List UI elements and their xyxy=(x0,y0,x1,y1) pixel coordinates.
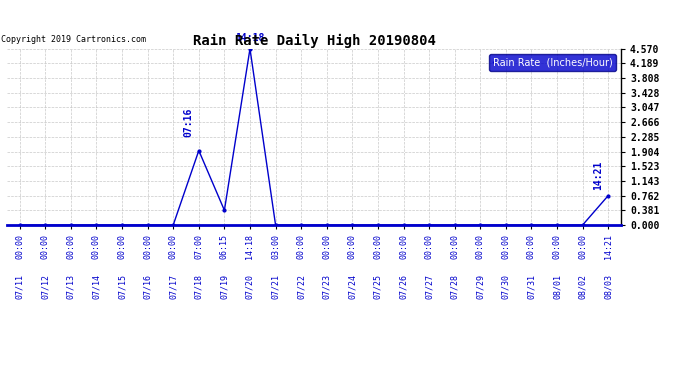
Text: 07:16: 07:16 xyxy=(184,107,193,136)
Text: 14:21: 14:21 xyxy=(593,160,602,190)
Title: Rain Rate Daily High 20190804: Rain Rate Daily High 20190804 xyxy=(193,33,435,48)
Text: Copyright 2019 Cartronics.com: Copyright 2019 Cartronics.com xyxy=(1,34,146,44)
Text: 14:18: 14:18 xyxy=(235,33,265,43)
Legend: Rain Rate  (Inches/Hour): Rain Rate (Inches/Hour) xyxy=(489,54,616,71)
